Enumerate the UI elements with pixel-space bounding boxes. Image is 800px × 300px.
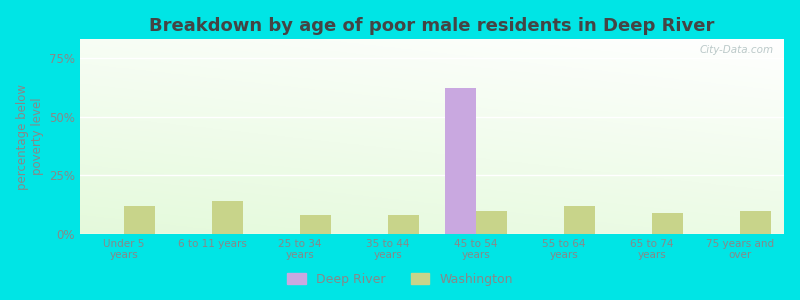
Bar: [564, 206, 594, 234]
Bar: [446, 88, 476, 234]
Text: City-Data.com: City-Data.com: [699, 45, 774, 55]
Bar: [476, 211, 507, 234]
Legend: Deep River, Washington: Deep River, Washington: [282, 268, 518, 291]
Title: Breakdown by age of poor male residents in Deep River: Breakdown by age of poor male residents …: [150, 17, 714, 35]
Bar: [740, 211, 770, 234]
Bar: [300, 215, 331, 234]
Bar: [124, 206, 155, 234]
Bar: [212, 201, 243, 234]
Y-axis label: percentage below
poverty level: percentage below poverty level: [15, 83, 43, 190]
Bar: [388, 215, 419, 234]
Bar: [652, 213, 682, 234]
